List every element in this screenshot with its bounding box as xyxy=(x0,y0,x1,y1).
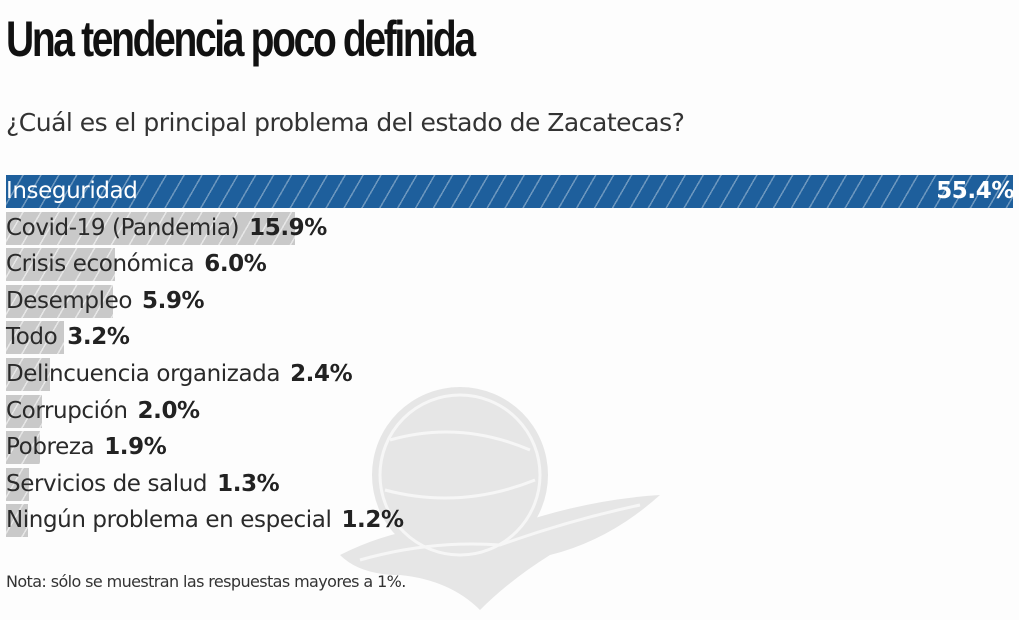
bar-row-todo: Todo 3.2% xyxy=(6,319,1016,356)
bar xyxy=(6,248,115,282)
bar-label: Desempleo xyxy=(6,287,133,314)
bar-row-delincuencia: Delincuencia organizada 2.4% xyxy=(6,356,1016,393)
bar-row-ningun-problema: Ningún problema en especial 1.2% xyxy=(6,502,1016,539)
bar-label: Corrupción xyxy=(6,397,128,424)
bar xyxy=(6,394,42,428)
chart-title: Una tendencia poco definida xyxy=(6,11,476,67)
bar-label: Ningún problema en especial xyxy=(6,507,332,534)
eagle-globe-watermark-icon xyxy=(340,387,660,610)
bar-label: Delincuencia organizada xyxy=(6,360,281,387)
bar-label: Servicios de salud xyxy=(6,470,208,497)
bar-value: 5.9% xyxy=(142,287,205,314)
bar xyxy=(6,357,50,391)
bar-label: Pobreza xyxy=(6,434,95,461)
bar xyxy=(6,211,295,245)
bar-value: 55.4% xyxy=(936,178,1014,204)
bar-value: 1.2% xyxy=(341,507,404,534)
chart-subtitle: ¿Cuál es el principal problema del estad… xyxy=(6,108,685,137)
bar-label: Inseguridad xyxy=(6,178,138,204)
bar-row-crisis-economica: Crisis económica 6.0% xyxy=(6,246,1016,283)
bar-value: 2.0% xyxy=(137,397,201,424)
bar-label: Crisis económica xyxy=(6,251,195,278)
bar-value: 15.9% xyxy=(249,214,327,241)
bar-row-covid: Covid-19 (Pandemia) 15.9% xyxy=(6,210,1016,247)
bar-row-inseguridad: Inseguridad 55.4% xyxy=(6,173,1016,210)
bar xyxy=(6,284,113,318)
bar-row-corrupcion: Corrupción 2.0% xyxy=(6,393,1016,430)
bar-value: 6.0% xyxy=(204,251,267,278)
bar-value: 3.2% xyxy=(67,324,130,351)
bar xyxy=(6,175,1013,208)
bar xyxy=(6,467,29,501)
bar-value: 1.3% xyxy=(217,470,280,497)
footnote: Nota: sólo se muestran las respuestas ma… xyxy=(6,572,406,591)
bar-label: Covid-19 (Pandemia) xyxy=(6,214,240,241)
bar-row-servicios-salud: Servicios de salud 1.3% xyxy=(6,466,1016,503)
bar-value: 1.9% xyxy=(104,434,167,461)
bar-value: 2.4% xyxy=(290,360,353,387)
bar xyxy=(6,504,28,538)
bar-row-pobreza: Pobreza 1.9% xyxy=(6,429,1016,466)
bar-row-desempleo: Desempleo 5.9% xyxy=(6,283,1016,320)
bar xyxy=(6,431,40,465)
bar xyxy=(6,321,64,355)
bar-label: Todo xyxy=(6,324,58,351)
bar-chart: Inseguridad 55.4% Covid-19 (Pandemia) 15.… xyxy=(6,173,1016,539)
